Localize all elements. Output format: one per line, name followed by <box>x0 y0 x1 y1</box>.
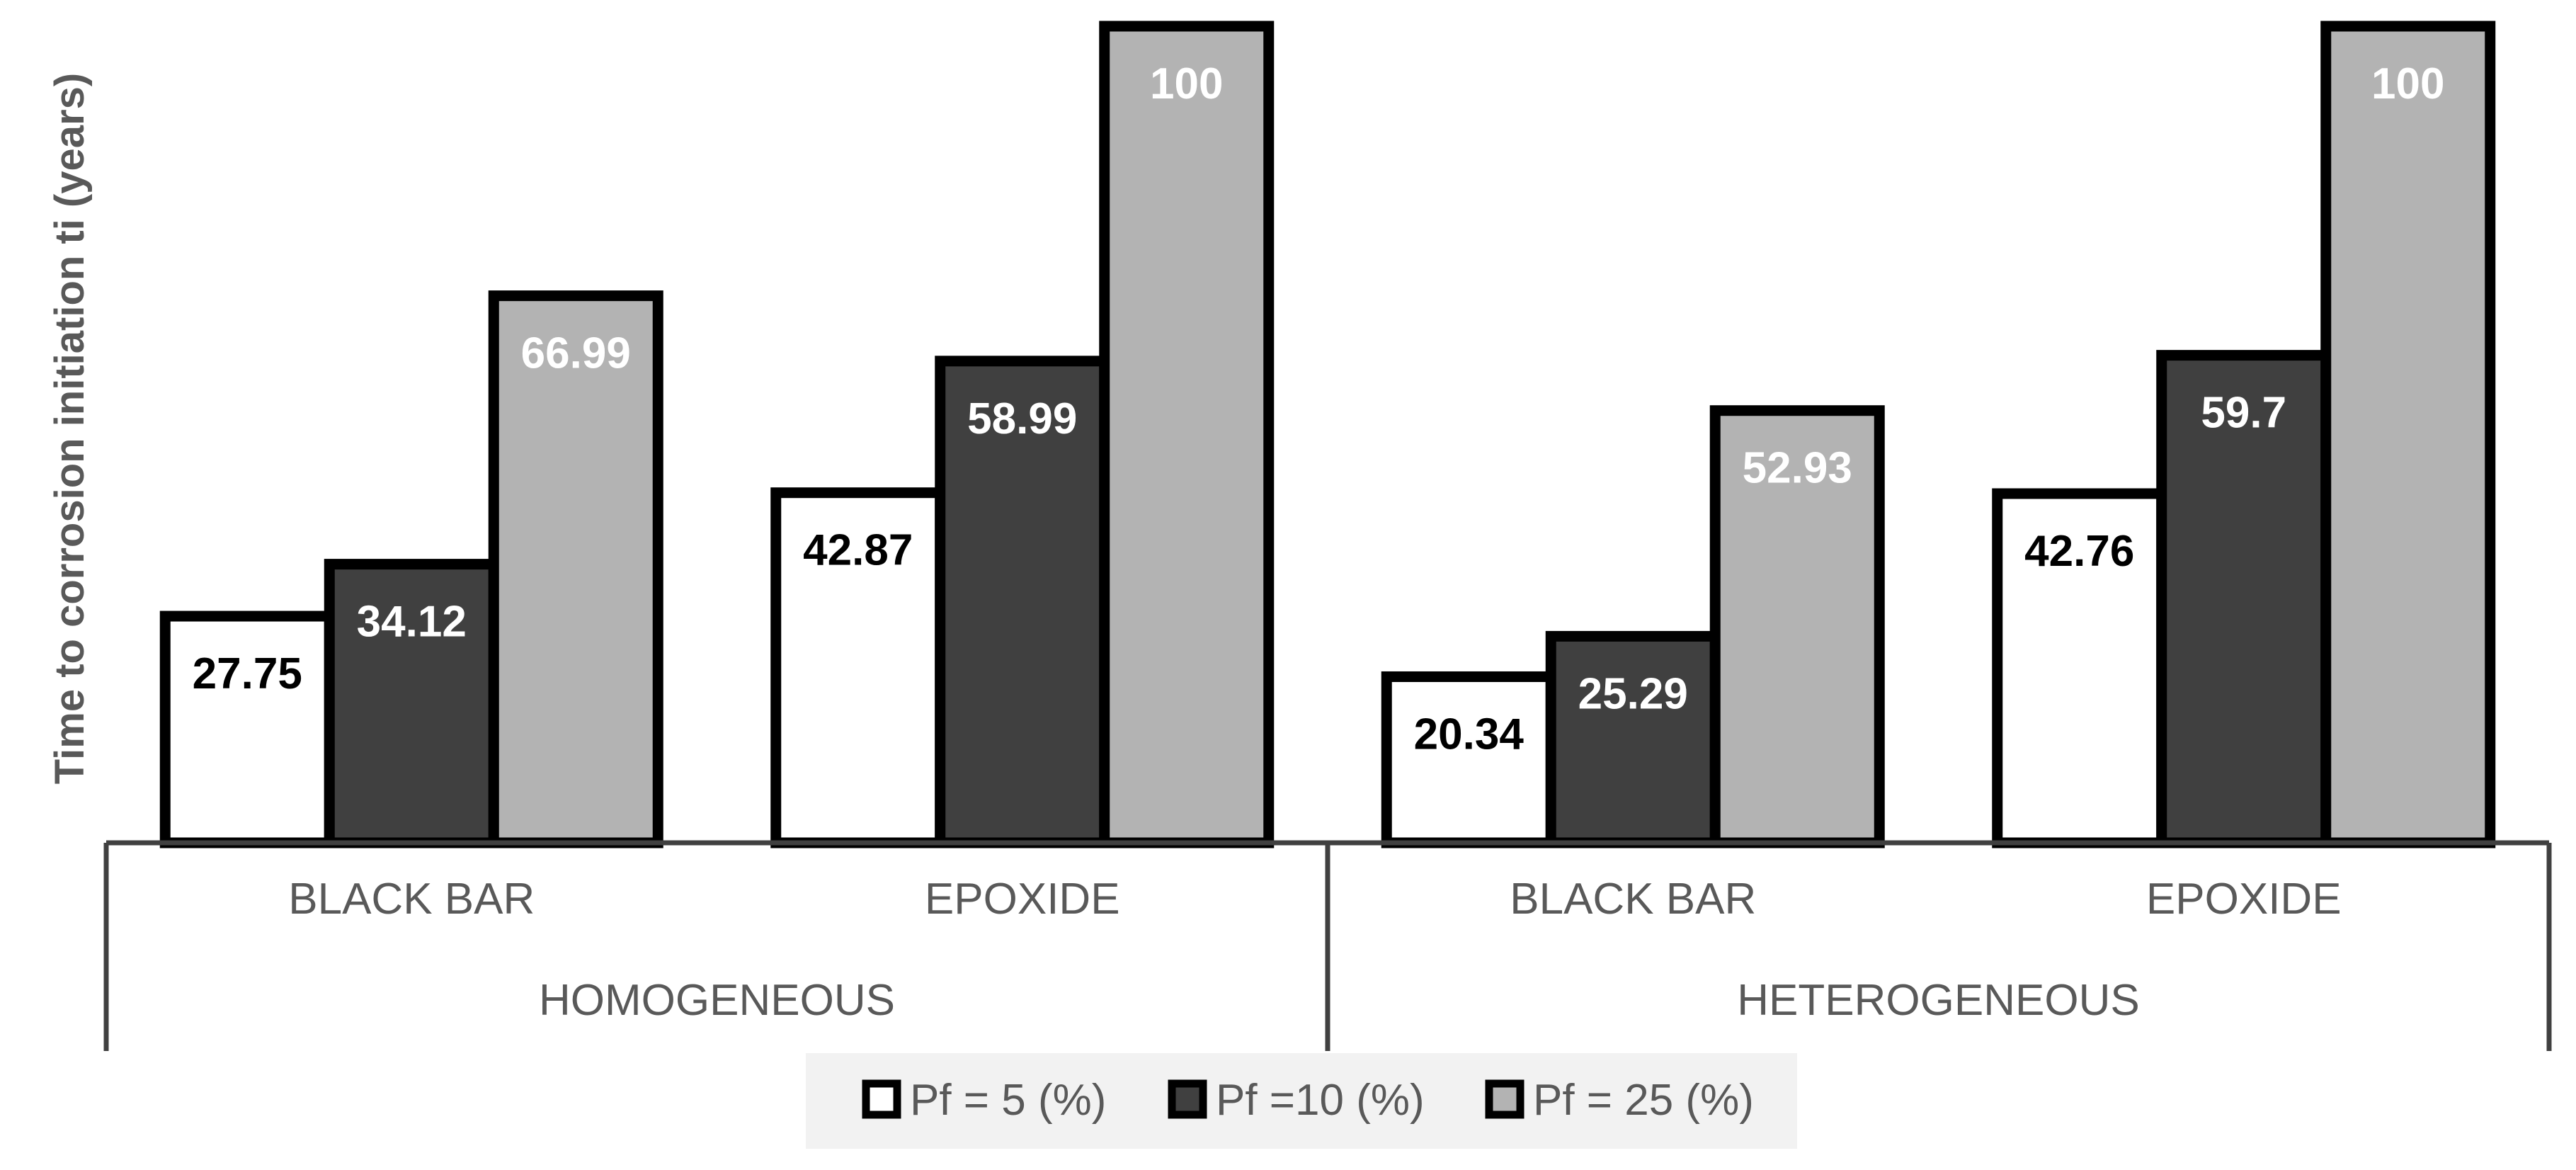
legend-label-2: Pf =10 (%) <box>1216 1076 1425 1125</box>
bar-3-4 <box>2320 21 2496 848</box>
x-tick-label: EPOXIDE <box>2146 875 2342 924</box>
bar-value-label: 52.93 <box>1743 444 1852 493</box>
x-tick-label: BLACK BAR <box>1510 875 1756 924</box>
bar-value-label: 100 <box>1150 59 1223 108</box>
bar-value-label: 100 <box>2371 59 2444 108</box>
y-axis-title: Time to corrosion initiation ti (years) <box>47 73 93 784</box>
bar-1-3 <box>1381 671 1556 848</box>
legend-swatch-3 <box>1485 1079 1524 1119</box>
legend: Pf = 5 (%) Pf =10 (%) Pf = 25 (%) <box>806 1053 1797 1149</box>
x-group-label: HETEROGENEOUS <box>1737 976 2139 1025</box>
x-tick-label: BLACK BAR <box>288 875 535 924</box>
bar-value-label: 34.12 <box>357 598 467 647</box>
bar-value-label: 59.7 <box>2201 389 2286 438</box>
bar-3-2 <box>1099 21 1275 848</box>
bars-layer: 27.75 34.12 66.99 42.87 58.99 100 20.34 25.29 52… <box>159 21 2496 848</box>
bar-3-3 <box>1709 405 1885 848</box>
bar-value-label: 58.99 <box>967 394 1077 443</box>
legend-label-1: Pf = 5 (%) <box>910 1076 1106 1125</box>
bar-value-label: 42.87 <box>803 526 913 575</box>
legend-label-3: Pf = 25 (%) <box>1533 1076 1754 1125</box>
legend-swatch-1 <box>862 1079 901 1119</box>
x-tick-label: EPOXIDE <box>925 875 1120 924</box>
bar-2-3 <box>1545 630 1721 848</box>
axis-layer: BLACK BAR EPOXIDE BLACK BAR EPOXIDE HOMOGENE… <box>103 840 2552 1051</box>
bar-value-label: 25.29 <box>1578 669 1688 718</box>
bar-value-label: 66.99 <box>521 329 631 378</box>
legend-swatch-2 <box>1168 1079 1207 1119</box>
bar-value-label: 27.75 <box>193 649 302 698</box>
x-group-label: HOMOGENEOUS <box>539 976 895 1025</box>
legend-background <box>806 1053 1797 1149</box>
bar-value-label: 20.34 <box>1414 710 1524 759</box>
bar-value-label: 42.76 <box>2024 527 2134 576</box>
bar-2-4 <box>2156 350 2332 848</box>
